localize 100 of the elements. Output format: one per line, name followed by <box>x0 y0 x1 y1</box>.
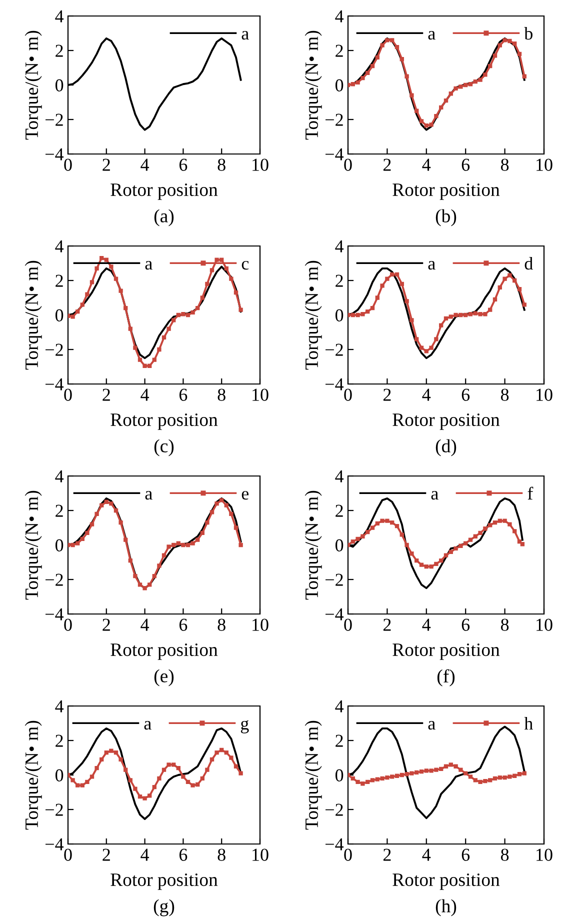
text: (d) <box>436 439 456 456</box>
point <box>109 502 114 506</box>
point <box>439 558 444 563</box>
point <box>488 523 492 528</box>
point <box>454 312 458 318</box>
point <box>454 764 458 768</box>
x-tick-label: 10 <box>252 388 268 401</box>
x-axis-title: Rotor position <box>110 183 218 200</box>
point <box>508 38 512 44</box>
point <box>454 86 458 91</box>
point <box>76 541 80 546</box>
point <box>444 98 448 103</box>
point <box>166 544 171 549</box>
point <box>508 774 512 779</box>
point <box>85 530 90 536</box>
point <box>234 764 238 768</box>
y-tick-label: −2 <box>326 804 343 816</box>
point <box>94 766 99 770</box>
point <box>70 778 75 782</box>
point <box>350 776 355 781</box>
point <box>94 266 99 271</box>
point <box>517 539 522 544</box>
point <box>464 82 468 88</box>
point <box>370 64 375 68</box>
point <box>142 586 147 590</box>
point <box>434 562 438 566</box>
y-axis-title: Torque/(N• m) <box>24 720 42 830</box>
point <box>473 778 478 782</box>
x-tick-label: 6 <box>462 388 470 401</box>
point <box>419 119 424 124</box>
point <box>186 312 190 318</box>
y-tick-label: −4 <box>46 838 64 850</box>
point <box>229 512 234 516</box>
y-tick-label: 4 <box>335 470 344 482</box>
point <box>181 542 186 548</box>
point <box>517 287 522 292</box>
point <box>380 43 384 48</box>
y-tick-label: −4 <box>326 378 344 390</box>
y-tick-label: 0 <box>55 539 64 552</box>
point <box>483 526 488 531</box>
point <box>394 524 400 528</box>
y-axis-title: Torque/(N• m) <box>304 490 322 600</box>
legend-label: a <box>428 31 436 40</box>
point <box>483 72 488 77</box>
point <box>522 771 526 776</box>
point <box>109 264 114 269</box>
point <box>414 558 419 563</box>
point <box>424 123 428 128</box>
point <box>385 38 390 42</box>
point <box>220 748 224 752</box>
point <box>498 776 502 780</box>
point <box>190 310 195 314</box>
x-tick-label: 4 <box>422 388 431 401</box>
x-tick-label: 10 <box>252 158 268 171</box>
point <box>90 280 94 284</box>
point <box>473 311 478 316</box>
legend-label: a <box>428 721 436 730</box>
y-tick-label: 4 <box>55 10 64 22</box>
point <box>385 276 390 281</box>
point <box>148 794 152 798</box>
point <box>370 526 375 530</box>
point <box>483 312 488 316</box>
y-tick-label: 0 <box>335 769 344 782</box>
y-axis-title: Torque/(N• m) <box>304 30 322 140</box>
point <box>172 762 176 767</box>
point <box>448 92 453 96</box>
point <box>200 776 204 781</box>
point <box>380 284 384 288</box>
point <box>385 518 390 523</box>
point <box>152 358 156 362</box>
point <box>400 772 404 778</box>
point <box>176 312 180 318</box>
legend-label: h <box>524 716 533 730</box>
point <box>478 530 482 536</box>
point <box>375 521 380 526</box>
point <box>434 114 438 118</box>
point <box>390 774 394 779</box>
point <box>375 777 380 782</box>
y-tick-label: 2 <box>56 504 63 517</box>
point <box>419 769 424 774</box>
y-tick-label: −4 <box>46 608 64 620</box>
point <box>76 783 80 788</box>
x-tick-label: 10 <box>536 388 552 401</box>
point <box>458 768 463 772</box>
point <box>439 323 444 328</box>
point <box>448 314 453 319</box>
point <box>444 316 448 321</box>
point <box>512 774 517 778</box>
point <box>512 529 517 534</box>
point <box>152 784 156 790</box>
point <box>508 522 512 526</box>
x-tick-label: 4 <box>140 618 150 631</box>
point <box>104 258 108 262</box>
x-axis-title: Rotor position <box>392 183 500 200</box>
point <box>186 780 190 784</box>
point <box>200 530 204 536</box>
point <box>370 778 375 782</box>
point <box>238 542 243 548</box>
x-tick-label: 4 <box>422 848 431 861</box>
x-tick-label: 2 <box>102 158 110 171</box>
